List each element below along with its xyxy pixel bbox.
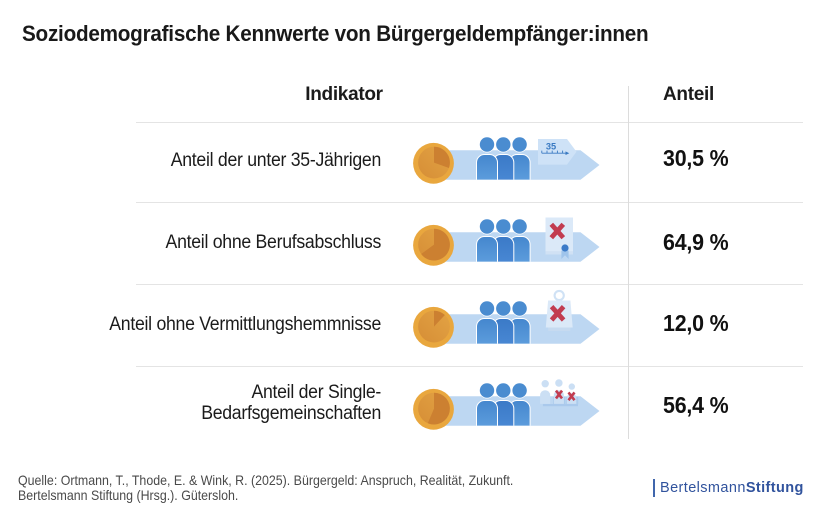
svg-text:35: 35 <box>546 142 556 152</box>
